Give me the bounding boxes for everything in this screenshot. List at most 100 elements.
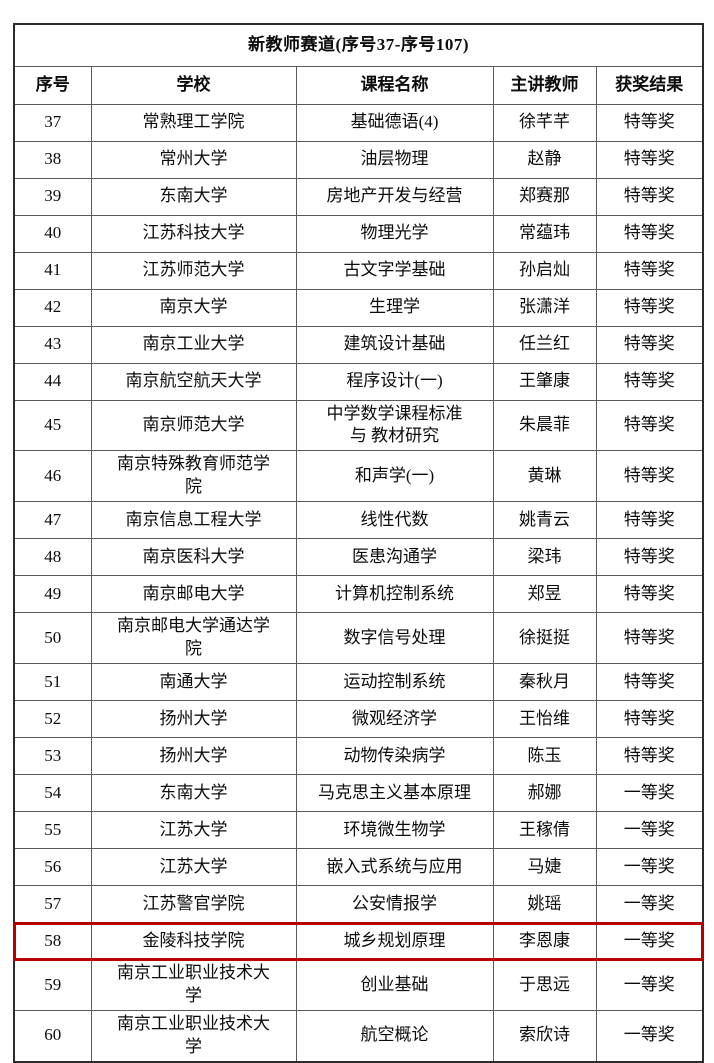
- cell-award: 一等奖: [595, 885, 704, 924]
- cell-course: 基础德语(4): [295, 103, 494, 142]
- cell-serial: 57: [13, 885, 92, 924]
- cell-serial: 52: [13, 700, 92, 739]
- table-row: 52 扬州大学 微观经济学 王怡维 特等奖: [13, 700, 704, 739]
- cell-serial: 46: [13, 450, 92, 503]
- cell-award: 特等奖: [595, 663, 704, 702]
- table-row: 59 南京工业职业技术大 学 创业基础 于思远 一等奖: [13, 959, 704, 1011]
- cell-teacher: 马婕: [492, 848, 597, 887]
- cell-teacher: 于思远: [492, 959, 597, 1011]
- cell-course: 古文字学基础: [295, 251, 494, 290]
- cell-teacher: 朱晨菲: [492, 399, 597, 452]
- cell-school: 江苏大学: [90, 811, 297, 850]
- cell-teacher: 梁玮: [492, 538, 597, 577]
- table-row: 45 南京师范大学 中学数学课程标准 与 教材研究 朱晨菲 特等奖: [13, 399, 704, 452]
- cell-serial: 45: [13, 399, 92, 452]
- cell-teacher: 王肇康: [492, 362, 597, 401]
- cell-serial: 38: [13, 140, 92, 179]
- cell-award: 特等奖: [595, 103, 704, 142]
- cell-teacher: 郑昱: [492, 575, 597, 614]
- cell-course: 中学数学课程标准 与 教材研究: [295, 399, 494, 452]
- cell-teacher: 索欣诗: [492, 1009, 597, 1063]
- title-row: 新教师赛道(序号37-序号107): [13, 23, 704, 67]
- cell-teacher: 任兰红: [492, 325, 597, 364]
- cell-teacher: 王稼倩: [492, 811, 597, 850]
- cell-course: 油层物理: [295, 140, 494, 179]
- column-header-course: 课程名称: [295, 65, 494, 105]
- cell-award: 特等奖: [595, 700, 704, 739]
- cell-course: 物理光学: [295, 214, 494, 253]
- table-row: 48 南京医科大学 医患沟通学 梁玮 特等奖: [13, 538, 704, 577]
- table-row: 46 南京特殊教育师范学 院 和声学(一) 黄琳 特等奖: [13, 450, 704, 503]
- cell-award: 一等奖: [595, 811, 704, 850]
- cell-teacher: 徐芊芊: [492, 103, 597, 142]
- cell-award: 特等奖: [595, 140, 704, 179]
- cell-course: 运动控制系统: [295, 663, 494, 702]
- cell-serial: 60: [13, 1009, 92, 1063]
- cell-award: 特等奖: [595, 325, 704, 364]
- cell-serial: 41: [13, 251, 92, 290]
- cell-course: 城乡规划原理: [295, 922, 494, 961]
- cell-course: 和声学(一): [295, 450, 494, 503]
- cell-serial: 40: [13, 214, 92, 253]
- cell-school: 常熟理工学院: [90, 103, 297, 142]
- cell-course: 房地产开发与经营: [295, 177, 494, 216]
- cell-school: 南京工业职业技术大 学: [90, 1009, 297, 1063]
- cell-teacher: 常蕴玮: [492, 214, 597, 253]
- cell-award: 特等奖: [595, 612, 704, 665]
- cell-award: 特等奖: [595, 177, 704, 216]
- cell-school: 江苏大学: [90, 848, 297, 887]
- cell-course: 环境微生物学: [295, 811, 494, 850]
- cell-school: 南京大学: [90, 288, 297, 327]
- cell-course: 计算机控制系统: [295, 575, 494, 614]
- table-row: 49 南京邮电大学 计算机控制系统 郑昱 特等奖: [13, 575, 704, 614]
- table-row: 38 常州大学 油层物理 赵静 特等奖: [13, 140, 704, 179]
- cell-serial: 53: [13, 737, 92, 776]
- table-row: 53 扬州大学 动物传染病学 陈玉 特等奖: [13, 737, 704, 776]
- cell-school: 扬州大学: [90, 700, 297, 739]
- cell-award: 特等奖: [595, 214, 704, 253]
- cell-serial: 44: [13, 362, 92, 401]
- cell-teacher: 郑赛那: [492, 177, 597, 216]
- cell-serial: 49: [13, 575, 92, 614]
- column-header-school: 学校: [90, 65, 297, 105]
- cell-school: 南京邮电大学: [90, 575, 297, 614]
- table-row: 51 南通大学 运动控制系统 秦秋月 特等奖: [13, 663, 704, 702]
- cell-serial: 43: [13, 325, 92, 364]
- cell-school: 南京师范大学: [90, 399, 297, 452]
- cell-school: 南京医科大学: [90, 538, 297, 577]
- cell-award: 特等奖: [595, 288, 704, 327]
- table-row: 55 江苏大学 环境微生物学 王稼倩 一等奖: [13, 811, 704, 850]
- cell-award: 一等奖: [595, 1009, 704, 1063]
- cell-serial: 48: [13, 538, 92, 577]
- table-row: 47 南京信息工程大学 线性代数 姚青云 特等奖: [13, 501, 704, 540]
- cell-serial: 42: [13, 288, 92, 327]
- table-body: 37 常熟理工学院 基础德语(4) 徐芊芊 特等奖 38 常州大学 油层物理 赵…: [12, 103, 705, 1063]
- cell-teacher: 孙启灿: [492, 251, 597, 290]
- cell-course: 线性代数: [295, 501, 494, 540]
- cell-award: 特等奖: [595, 575, 704, 614]
- column-header-row: 序号 学校 课程名称 主讲教师 获奖结果: [13, 65, 704, 105]
- cell-serial: 58: [13, 922, 92, 961]
- table-row: 41 江苏师范大学 古文字学基础 孙启灿 特等奖: [13, 251, 704, 290]
- cell-school: 南京工业职业技术大 学: [90, 959, 297, 1011]
- cell-teacher: 郝娜: [492, 774, 597, 813]
- cell-award: 特等奖: [595, 362, 704, 401]
- cell-course: 微观经济学: [295, 700, 494, 739]
- table-row: 39 东南大学 房地产开发与经营 郑赛那 特等奖: [13, 177, 704, 216]
- cell-course: 建筑设计基础: [295, 325, 494, 364]
- table-row: 40 江苏科技大学 物理光学 常蕴玮 特等奖: [13, 214, 704, 253]
- cell-teacher: 张潇洋: [492, 288, 597, 327]
- cell-award: 一等奖: [595, 959, 704, 1011]
- cell-course: 数字信号处理: [295, 612, 494, 665]
- table-row: 60 南京工业职业技术大 学 航空概论 索欣诗 一等奖: [13, 1009, 704, 1063]
- cell-course: 公安情报学: [295, 885, 494, 924]
- cell-school: 东南大学: [90, 774, 297, 813]
- cell-school: 常州大学: [90, 140, 297, 179]
- table-row: 57 江苏警官学院 公安情报学 姚瑶 一等奖: [13, 885, 704, 924]
- cell-school: 东南大学: [90, 177, 297, 216]
- award-results-table: 新教师赛道(序号37-序号107) 序号 学校 课程名称 主讲教师 获奖结果 3…: [12, 23, 705, 1063]
- cell-teacher: 黄琳: [492, 450, 597, 503]
- cell-award: 一等奖: [595, 848, 704, 887]
- cell-course: 航空概论: [295, 1009, 494, 1063]
- cell-teacher: 陈玉: [492, 737, 597, 776]
